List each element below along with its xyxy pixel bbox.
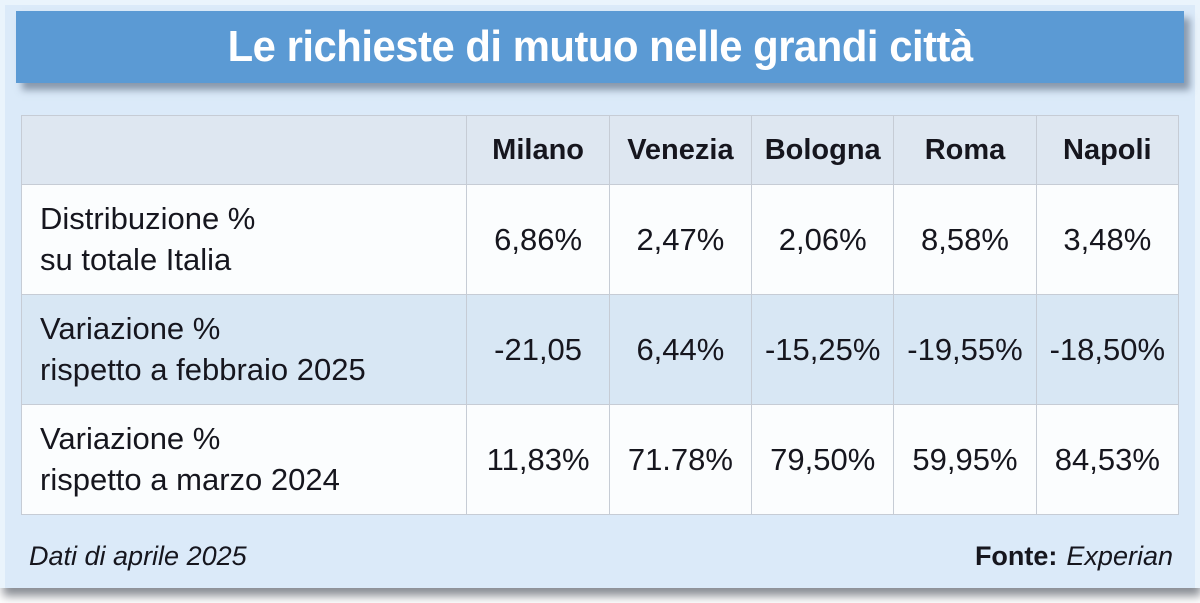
- row-label-line2: rispetto a marzo 2024: [40, 461, 340, 497]
- row-label-variazione-marzo: Variazione % rispetto a marzo 2024: [20, 404, 468, 515]
- mortgage-requests-table: Milano Venezia Bologna Roma Napoli Distr…: [20, 115, 1180, 515]
- cell-value: 79,50%: [751, 404, 895, 515]
- infographic-panel: Le richieste di mutuo nelle grandi città…: [0, 0, 1200, 588]
- title-bar: Le richieste di mutuo nelle grandi città: [16, 11, 1184, 83]
- column-header-venezia: Venezia: [608, 115, 753, 185]
- source-value: Experian: [1066, 541, 1173, 571]
- corner-empty-cell: [20, 115, 468, 185]
- column-header-roma: Roma: [893, 115, 1037, 185]
- table-row-variazione-marzo: Variazione % rispetto a marzo 2024 11,83…: [20, 404, 1180, 515]
- cell-value: 2,47%: [608, 184, 753, 295]
- row-label-variazione-febbraio: Variazione % rispetto a febbraio 2025: [20, 294, 468, 405]
- row-label-line2: rispetto a febbraio 2025: [40, 351, 366, 387]
- row-label-line1: Distribuzione %: [40, 201, 256, 237]
- row-label-line1: Variazione %: [40, 421, 221, 457]
- cell-value: -21,05: [466, 294, 610, 405]
- column-header-napoli: Napoli: [1035, 115, 1180, 185]
- table-header-row: Milano Venezia Bologna Roma Napoli: [20, 115, 1180, 185]
- data-period-note: Dati di aprile 2025: [29, 541, 247, 571]
- cell-value: -19,55%: [893, 294, 1037, 405]
- cell-value: 11,83%: [466, 404, 610, 515]
- page-title: Le richieste di mutuo nelle grandi città: [227, 22, 973, 71]
- cell-value: 3,48%: [1035, 184, 1180, 295]
- table-row-variazione-febbraio: Variazione % rispetto a febbraio 2025 -2…: [20, 294, 1180, 405]
- row-label-distribuzione: Distribuzione % su totale Italia: [20, 184, 468, 295]
- column-header-bologna: Bologna: [751, 115, 895, 185]
- row-label-line1: Variazione %: [40, 311, 221, 347]
- cell-value: -18,50%: [1035, 294, 1180, 405]
- cell-value: 6,44%: [608, 294, 753, 405]
- source-label: Fonte:: [974, 541, 1058, 571]
- cell-value: 2,06%: [751, 184, 895, 295]
- cell-value: -15,25%: [751, 294, 895, 405]
- table-row-distribuzione: Distribuzione % su totale Italia 6,86% 2…: [20, 184, 1180, 295]
- cell-value: 84,53%: [1035, 404, 1180, 515]
- source-credit: Fonte: Experian: [975, 541, 1173, 572]
- column-header-milano: Milano: [466, 115, 610, 185]
- cell-value: 71.78%: [608, 404, 753, 515]
- footer: Dati di aprile 2025 Fonte: Experian: [29, 541, 1173, 572]
- cell-value: 59,95%: [893, 404, 1037, 515]
- row-label-line2: su totale Italia: [40, 241, 232, 277]
- cell-value: 6,86%: [466, 184, 610, 295]
- cell-value: 8,58%: [893, 184, 1037, 295]
